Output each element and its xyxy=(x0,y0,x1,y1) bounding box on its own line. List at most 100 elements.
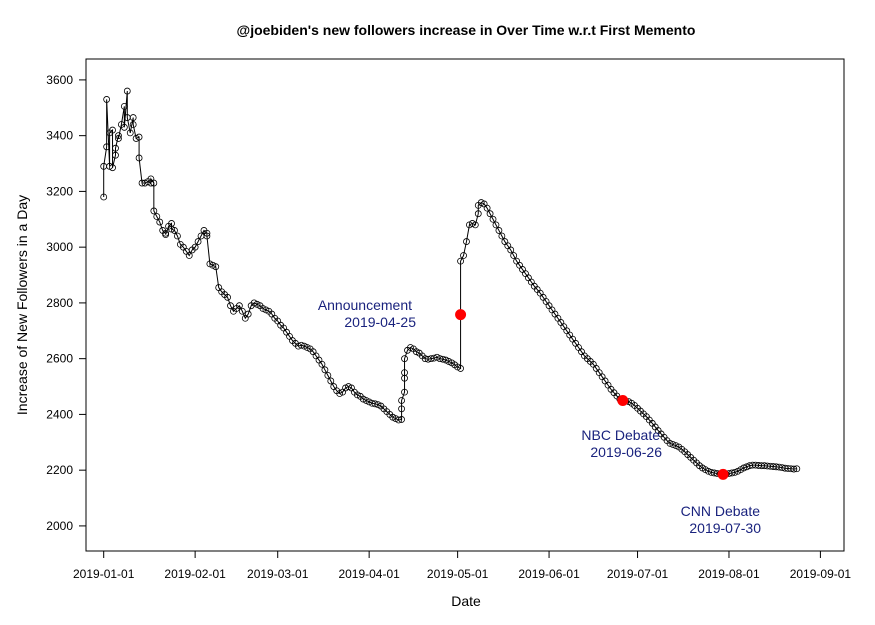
x-tick-label: 2019-06-01 xyxy=(518,567,580,581)
data-point xyxy=(401,369,408,377)
data-point xyxy=(100,193,108,201)
x-axis: 2019-01-01 2019-02-01 2019-03-01 2019-04-01… xyxy=(73,550,851,581)
data-point xyxy=(147,179,155,187)
data-point xyxy=(238,307,246,315)
data-point xyxy=(109,164,116,172)
y-axis: 2000 2200 2400 2600 2800 3000 3200 3400 3600 xyxy=(46,73,87,533)
data-point xyxy=(115,135,122,142)
annotation-cnn-date: 2019-07-30 xyxy=(689,520,761,536)
data-point xyxy=(212,263,220,271)
annotation-cnn-label: CNN Debate xyxy=(681,503,761,519)
data-point xyxy=(321,366,329,374)
y-tick-label: 3000 xyxy=(46,240,73,254)
data-point xyxy=(115,132,122,140)
data-point xyxy=(120,102,128,110)
data-point xyxy=(150,179,158,187)
data-point xyxy=(401,388,408,396)
data-point xyxy=(112,144,119,152)
y-tick-label: 2600 xyxy=(46,352,73,366)
data-point xyxy=(318,360,326,368)
data-point xyxy=(460,252,467,259)
data-point xyxy=(156,218,164,226)
data-point xyxy=(790,465,798,473)
data-point xyxy=(129,114,137,121)
annotation-announcement-label: Announcement xyxy=(318,297,412,313)
data-point xyxy=(486,210,494,218)
data-point xyxy=(474,210,482,218)
y-tick-label: 2000 xyxy=(46,519,73,533)
y-tick-label: 2200 xyxy=(46,463,73,477)
data-point xyxy=(398,416,405,423)
data-point xyxy=(731,468,739,476)
annotation-announcement-date: 2019-04-25 xyxy=(344,314,416,330)
event-highlight-point xyxy=(617,394,629,406)
series-followers xyxy=(100,87,801,478)
data-point xyxy=(191,243,199,251)
data-point xyxy=(324,371,332,379)
series-line xyxy=(103,91,797,475)
event-highlights xyxy=(455,309,729,480)
x-tick-label: 2019-02-01 xyxy=(164,567,226,581)
data-point xyxy=(483,204,491,212)
data-point xyxy=(510,252,518,259)
data-point xyxy=(112,151,119,159)
x-tick-label: 2019-08-01 xyxy=(698,567,760,581)
data-point xyxy=(109,126,116,134)
data-point xyxy=(740,464,748,472)
data-point xyxy=(463,238,470,245)
data-point xyxy=(327,377,335,385)
y-tick-label: 3200 xyxy=(46,184,73,198)
data-point xyxy=(471,221,479,229)
data-point xyxy=(103,143,111,151)
data-point xyxy=(371,400,379,408)
x-axis-label: Date xyxy=(451,593,481,609)
chart-title: @joebiden's new followers increase in Ov… xyxy=(237,22,696,38)
data-point xyxy=(135,133,143,141)
data-point xyxy=(162,231,170,239)
x-tick-label: 2019-04-01 xyxy=(338,567,400,581)
data-point xyxy=(185,252,193,259)
data-point xyxy=(457,257,464,265)
data-point xyxy=(174,232,181,240)
data-point xyxy=(203,229,211,237)
data-point xyxy=(123,87,131,95)
data-point xyxy=(227,302,234,310)
annotation-nbc-label: NBC Debate xyxy=(581,427,660,443)
data-point xyxy=(398,405,405,413)
data-point xyxy=(135,154,143,162)
data-point xyxy=(457,365,464,372)
y-tick-label: 2400 xyxy=(46,407,73,421)
data-point xyxy=(395,416,403,424)
data-point xyxy=(150,207,158,215)
data-point xyxy=(401,355,408,363)
data-point xyxy=(153,213,161,220)
data-point xyxy=(126,129,134,137)
plot-frame xyxy=(85,58,845,552)
data-point xyxy=(401,374,408,382)
data-point xyxy=(203,232,211,240)
data-point xyxy=(669,441,677,448)
data-point xyxy=(120,123,128,131)
data-point xyxy=(103,96,111,103)
data-point xyxy=(129,121,137,128)
data-point xyxy=(507,246,515,254)
data-point xyxy=(235,302,243,310)
y-tick-label: 3600 xyxy=(46,73,73,87)
x-tick-label: 2019-03-01 xyxy=(247,567,309,581)
data-point xyxy=(793,465,801,473)
data-point xyxy=(244,310,252,318)
event-highlight-point xyxy=(717,468,729,480)
data-point xyxy=(439,355,447,363)
y-tick-label: 2800 xyxy=(46,296,73,310)
y-tick-label: 3400 xyxy=(46,129,73,143)
annotation-nbc-date: 2019-06-26 xyxy=(590,444,662,460)
x-tick-label: 2019-05-01 xyxy=(427,567,489,581)
data-point xyxy=(171,227,178,234)
data-point xyxy=(398,397,405,404)
data-point xyxy=(495,227,503,234)
data-point xyxy=(498,232,506,240)
data-point xyxy=(194,238,202,245)
data-point xyxy=(492,221,500,229)
event-highlight-point xyxy=(455,309,467,321)
